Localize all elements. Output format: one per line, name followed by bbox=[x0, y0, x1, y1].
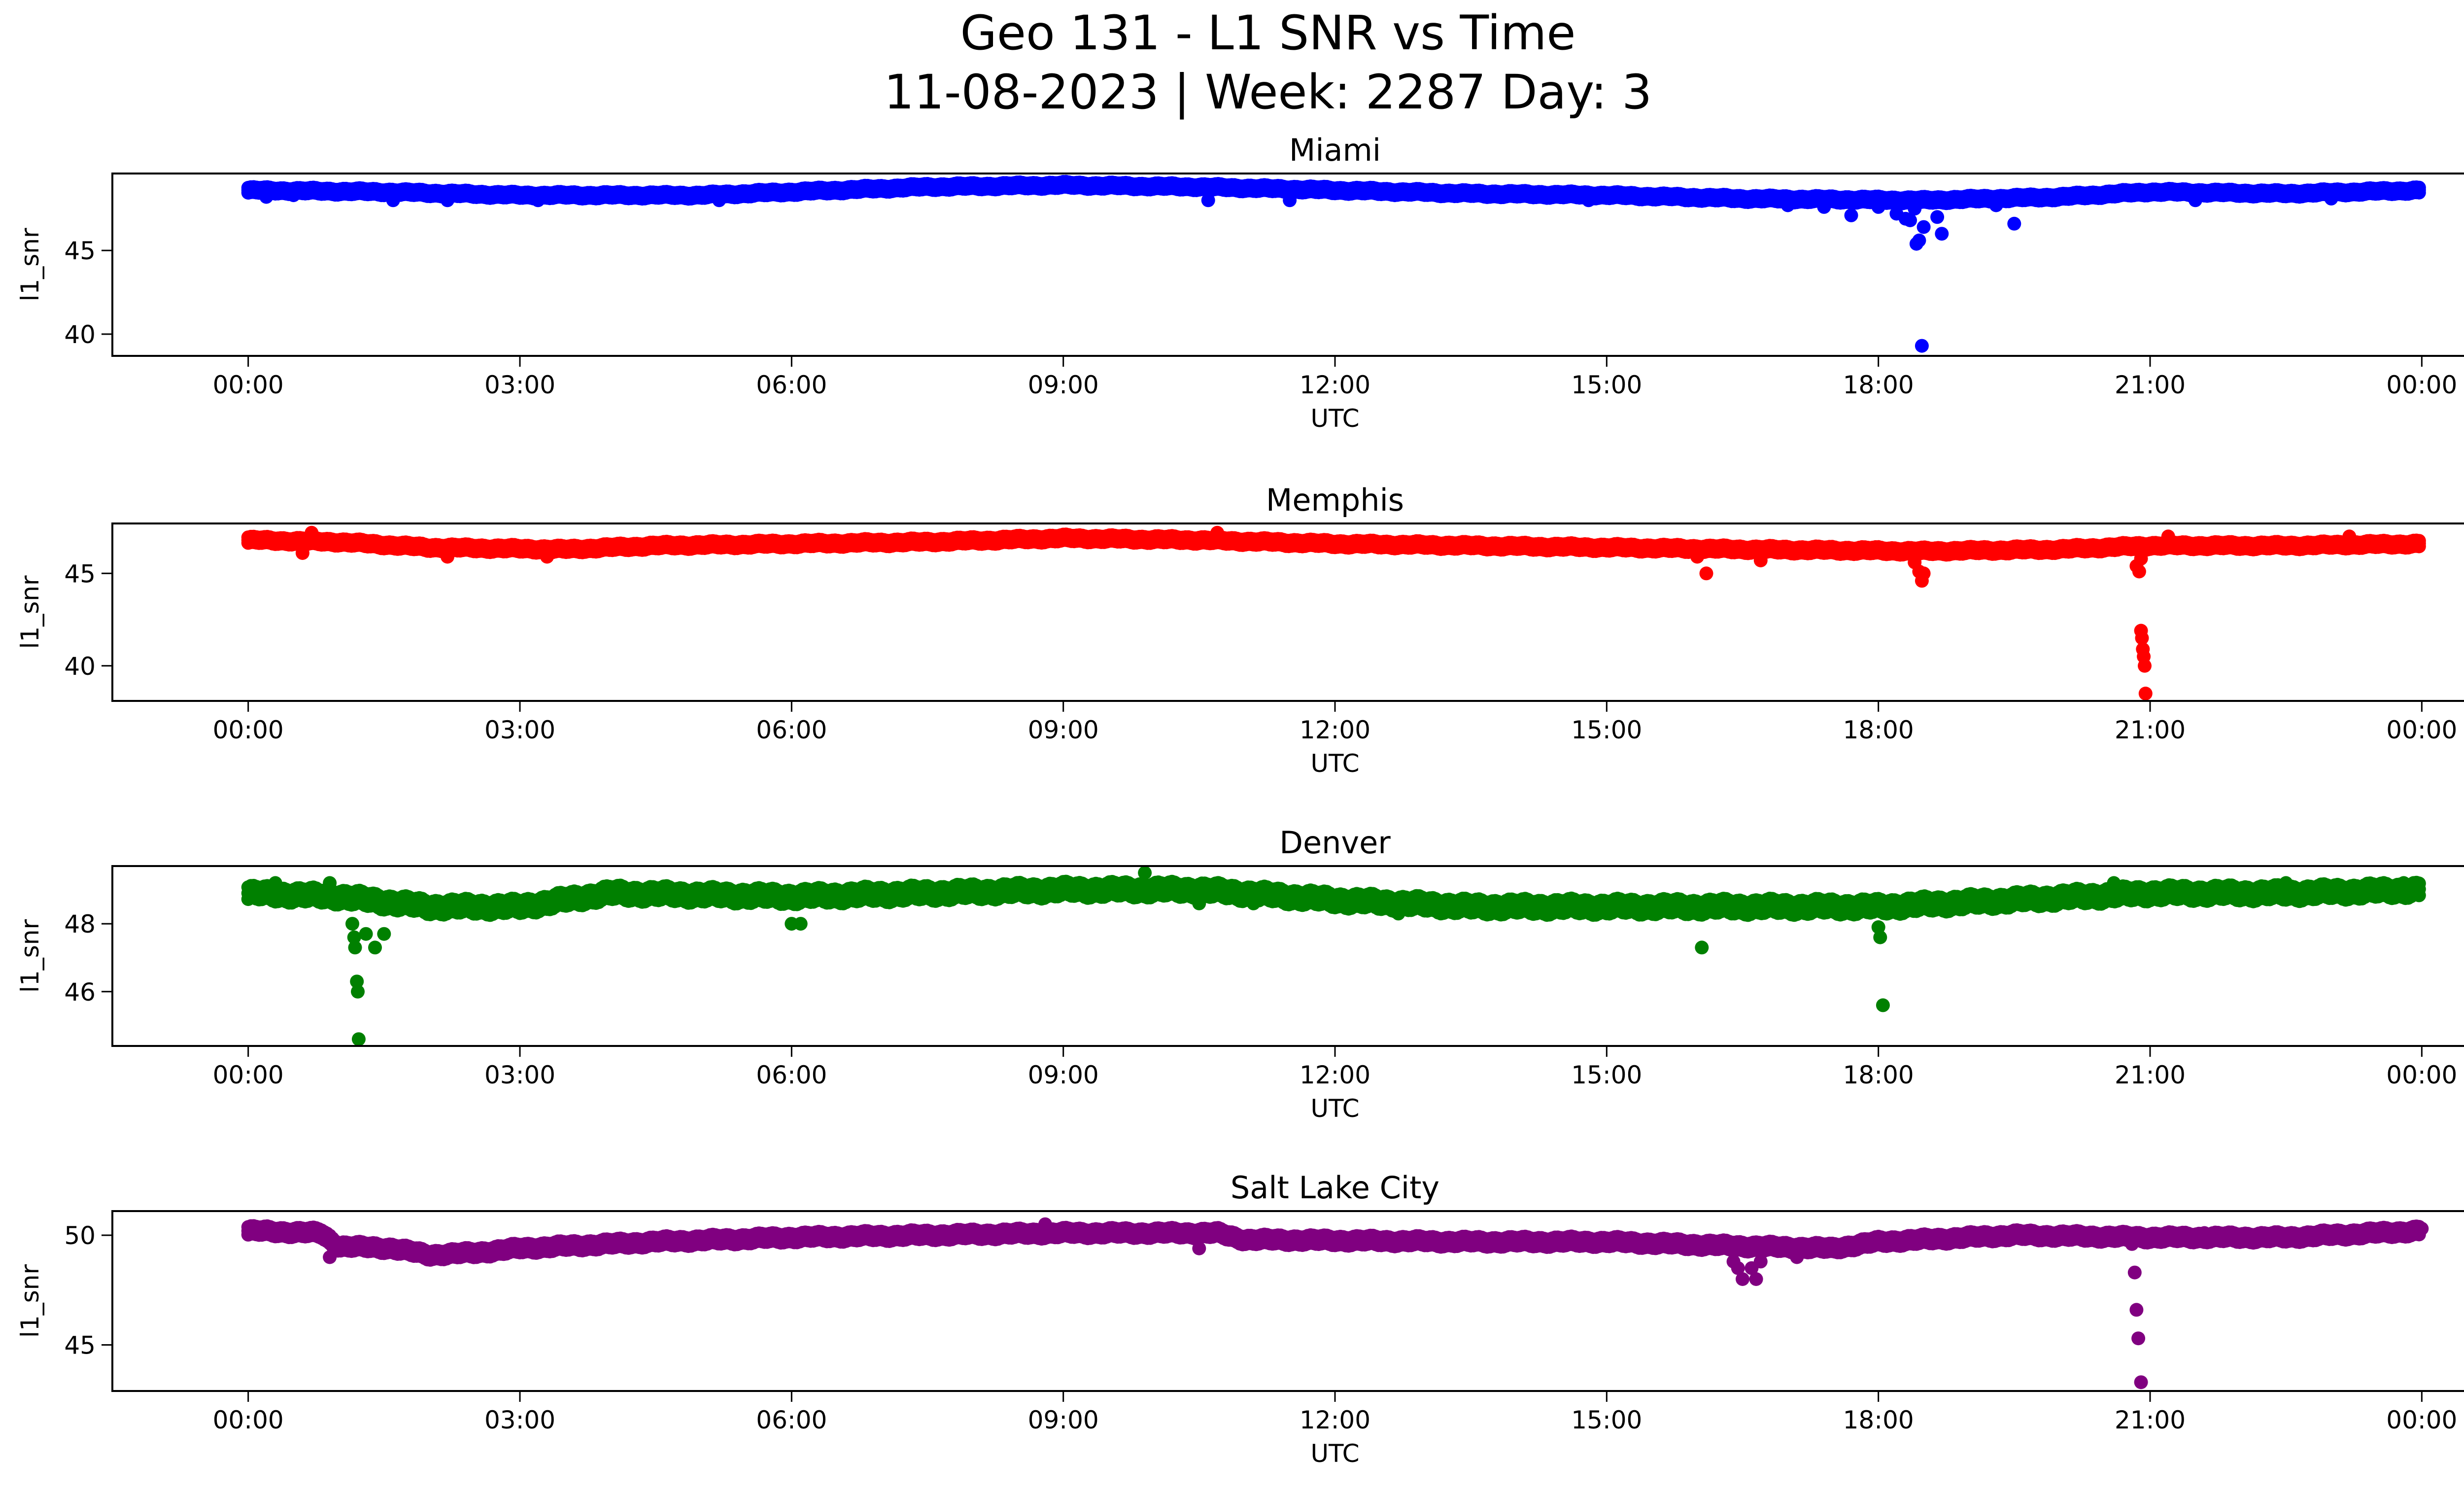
data-point-outlier bbox=[1817, 200, 1831, 214]
data-point-outlier bbox=[1916, 566, 1931, 581]
series-memphis bbox=[241, 525, 2426, 700]
data-point bbox=[2412, 183, 2426, 197]
series-denver bbox=[241, 866, 2426, 1046]
data-point-outlier bbox=[1283, 193, 1297, 208]
data-point-outlier bbox=[1903, 213, 1917, 227]
data-point-outlier bbox=[1908, 202, 1922, 216]
data-point-outlier bbox=[2324, 191, 2338, 206]
subplot-title: Miami bbox=[1289, 132, 1381, 168]
x-tick-label: 18:00 bbox=[1843, 716, 1914, 744]
data-point-outlier bbox=[1780, 198, 1795, 212]
x-axis-label: UTC bbox=[1310, 404, 1359, 433]
x-tick-label: 15:00 bbox=[1571, 716, 1642, 744]
data-point-outlier bbox=[441, 193, 454, 208]
data-point-outlier bbox=[1916, 220, 1931, 234]
data-point-outlier bbox=[2135, 631, 2149, 645]
x-tick-label: 21:00 bbox=[2115, 371, 2186, 399]
data-point-outlier bbox=[1912, 233, 1926, 247]
data-point bbox=[2412, 536, 2426, 551]
data-point-outlier bbox=[259, 190, 274, 204]
y-tick-label: 45 bbox=[64, 559, 96, 588]
x-tick-label: 15:00 bbox=[1571, 371, 1642, 399]
x-axis-label: UTC bbox=[1310, 749, 1359, 778]
data-point-outlier bbox=[2138, 687, 2153, 700]
data-point-outlier bbox=[1699, 566, 1713, 581]
x-tick-label: 06:00 bbox=[756, 716, 827, 744]
data-point-outlier bbox=[2161, 529, 2175, 544]
y-axis-label: l1_snr bbox=[16, 575, 44, 649]
subplot-memphis: Memphis 00:00 03:00 06:00 09:00 12:00 15:00 18:… bbox=[16, 482, 2464, 778]
series-miami bbox=[241, 174, 2426, 353]
x-tick-label: 18:00 bbox=[1843, 371, 1914, 399]
x-tick-label: 00:00 bbox=[213, 371, 284, 399]
x-tick-label: 09:00 bbox=[1028, 716, 1099, 744]
data-point-outlier bbox=[2188, 193, 2202, 208]
subplot-title: Denver bbox=[1279, 825, 1391, 861]
data-point-outlier bbox=[531, 193, 545, 208]
x-tick-label: 00:00 bbox=[2386, 371, 2457, 399]
data-point-outlier bbox=[1930, 210, 1945, 224]
data-point-outlier bbox=[712, 193, 726, 208]
x-tick-label: 03:00 bbox=[484, 371, 555, 399]
data-point-outlier bbox=[441, 550, 454, 564]
data-point-outlier bbox=[2134, 552, 2148, 566]
y-tick-label: 40 bbox=[64, 652, 96, 681]
x-tick-label: 06:00 bbox=[756, 371, 827, 399]
y-tick-label: 40 bbox=[64, 320, 96, 349]
data-point-outlier bbox=[2342, 529, 2357, 544]
data-point-outlier bbox=[1935, 227, 1949, 241]
data-point-outlier bbox=[1871, 200, 1885, 214]
figure-title-line1: Geo 131 - L1 SNR vs Time bbox=[960, 5, 1576, 61]
data-point-outlier bbox=[386, 193, 400, 208]
x-tick-label: 12:00 bbox=[1300, 371, 1370, 399]
data-point-outlier bbox=[295, 546, 309, 560]
data-point-outlier bbox=[1753, 554, 1768, 567]
x-tick-label: 21:00 bbox=[2115, 716, 2186, 744]
data-point-outlier bbox=[1989, 198, 2003, 212]
x-tick-label: 00:00 bbox=[213, 716, 284, 744]
subplot-title: Memphis bbox=[1266, 482, 1404, 518]
data-point-outlier bbox=[2138, 659, 2152, 673]
x-tick-label: 00:00 bbox=[2386, 716, 2457, 744]
data-point-outlier bbox=[1915, 339, 1929, 353]
x-tick-label: 09:00 bbox=[1028, 371, 1099, 399]
data-point-outlier bbox=[1581, 193, 1596, 208]
data-point-outlier bbox=[540, 550, 554, 564]
data-point-outlier bbox=[1690, 550, 1705, 564]
y-axis-label: l1_snr bbox=[16, 228, 44, 301]
data-point-outlier bbox=[1210, 525, 1225, 540]
figure-title-line2: 11-08-2023 | Week: 2287 Day: 3 bbox=[884, 65, 1652, 120]
data-point-outlier bbox=[305, 525, 319, 540]
subplot-miami: Miami 00:00 03:00 06:00 09:00 12:00 15:00 18:00… bbox=[16, 132, 2464, 433]
data-point-outlier bbox=[2132, 564, 2146, 579]
y-tick-label: 45 bbox=[64, 237, 96, 265]
data-point-outlier bbox=[2007, 216, 2021, 231]
x-tick-label: 03:00 bbox=[484, 716, 555, 744]
data-point-outlier bbox=[286, 188, 301, 203]
data-point-outlier bbox=[1844, 208, 1858, 222]
x-tick-label: 12:00 bbox=[1300, 716, 1370, 744]
data-point-outlier bbox=[1201, 193, 1215, 208]
